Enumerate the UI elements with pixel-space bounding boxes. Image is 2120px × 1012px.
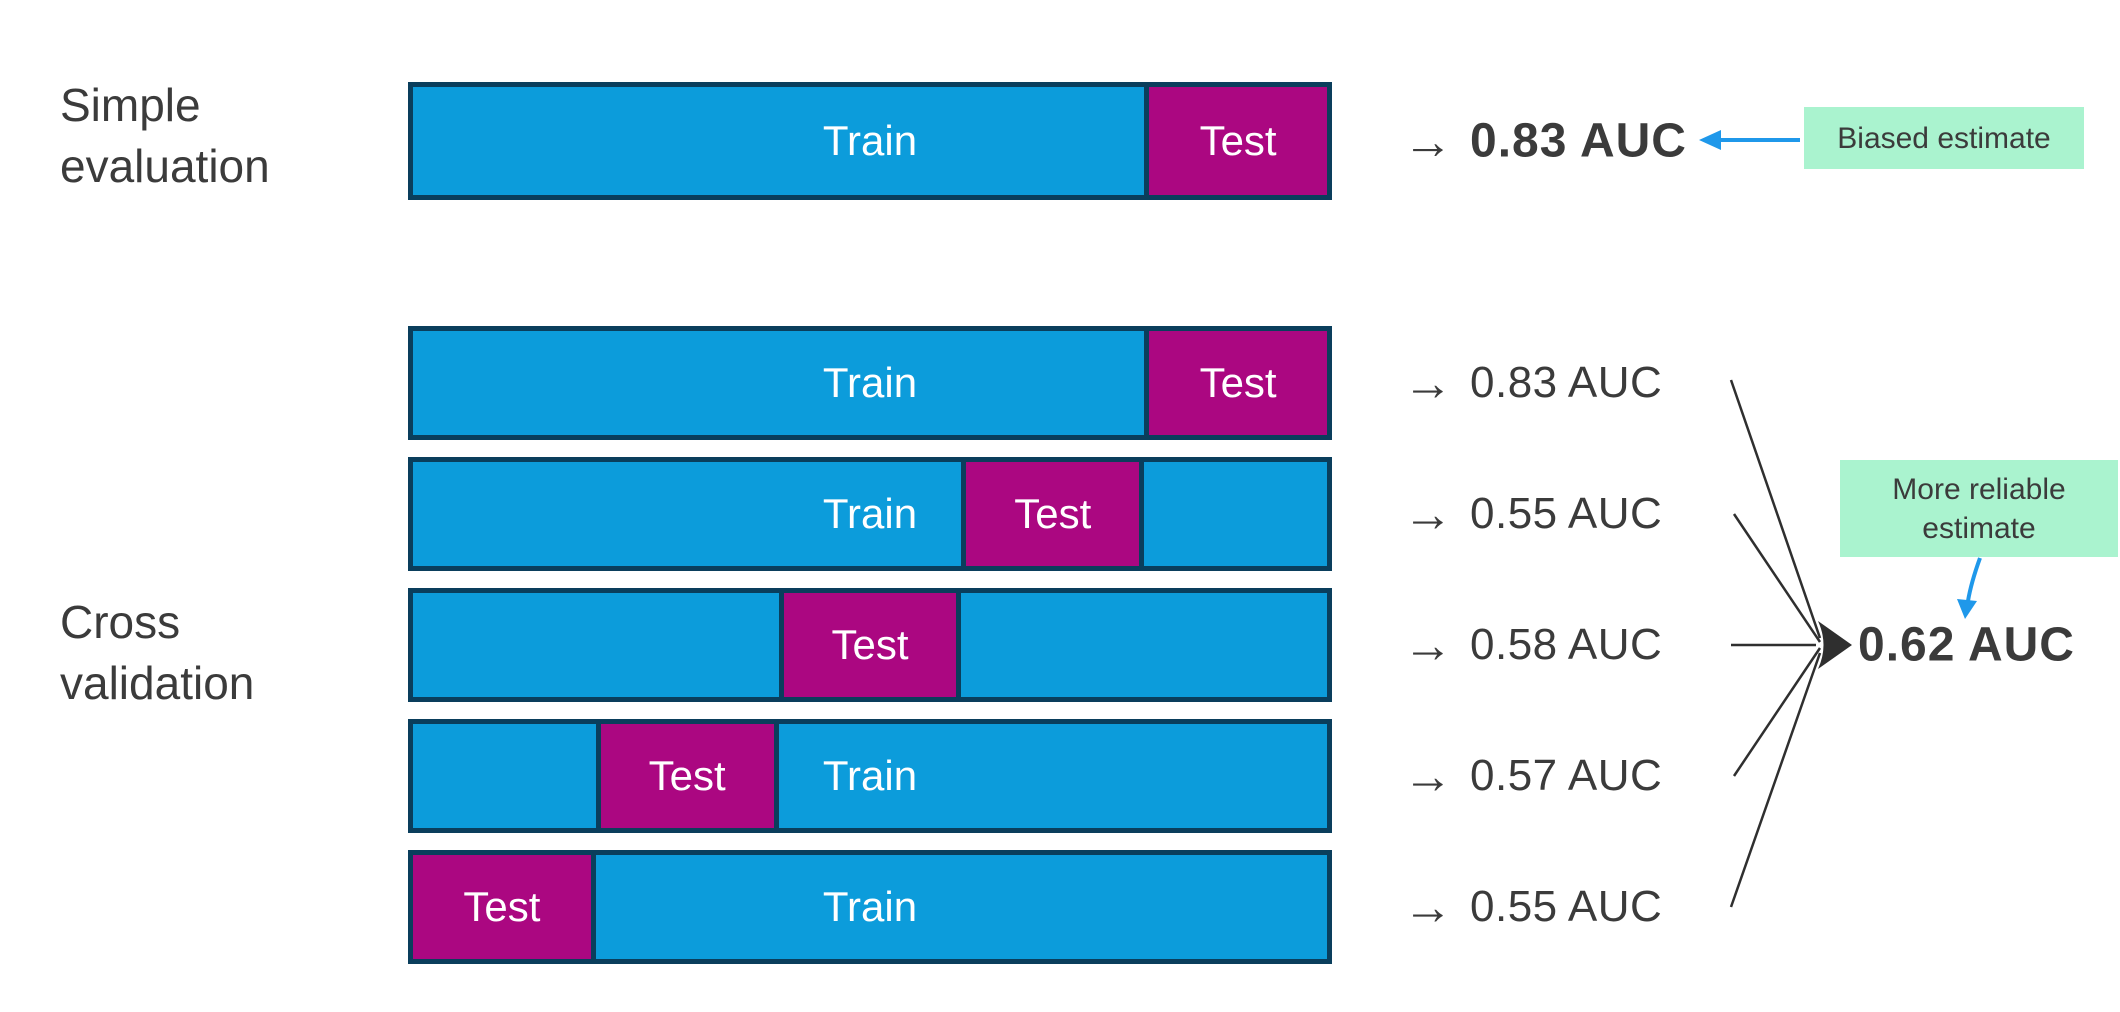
simple-evaluation-bar: Test Train — [408, 82, 1332, 200]
simple-auc-result: → 0.83 AUC — [1403, 114, 1687, 169]
cross-validation-label-line2: validation — [60, 657, 255, 709]
cv-auc-result-2: → 0.55 AUC — [1403, 489, 1662, 539]
cv-bar-3: Test — [408, 588, 1332, 702]
auc-value: 0.55 AUC — [1470, 882, 1663, 931]
test-label: Test — [1014, 490, 1092, 537]
right-arrow-icon: → — [1403, 748, 1453, 804]
right-arrow-icon: → — [1403, 355, 1453, 411]
simple-evaluation-label-line2: evaluation — [60, 140, 270, 192]
cv-bar-1: Test Train — [408, 326, 1332, 440]
reliable-estimate-text-line2: estimate — [1922, 511, 2036, 545]
train-segment — [595, 855, 1327, 959]
train-label: Train — [822, 883, 918, 930]
auc-value: 0.83 AUC — [1470, 114, 1687, 168]
cv-auc-result-5: → 0.55 AUC — [1403, 882, 1662, 932]
convergence-lines — [1729, 379, 1822, 908]
reliable-estimate-text-line1: More reliable — [1892, 472, 2066, 506]
test-segment: Test — [413, 855, 596, 959]
train-segment — [778, 724, 1327, 828]
biased-estimate-text: Biased estimate — [1837, 121, 2051, 155]
train-segment — [413, 724, 596, 828]
right-arrow-icon: → — [1403, 486, 1453, 542]
train-segment — [1144, 462, 1327, 566]
biased-arrow-icon — [1699, 130, 1800, 150]
reliable-arrow-icon — [1957, 557, 1982, 619]
cv-auc-result-3: → 0.58 AUC — [1403, 620, 1662, 670]
auc-value: 0.83 AUC — [1470, 358, 1663, 407]
test-label: Test — [1199, 359, 1277, 406]
test-label: Test — [831, 621, 909, 668]
train-segment — [413, 331, 1145, 435]
train-label: Train — [822, 752, 918, 799]
auc-value: 0.58 AUC — [1470, 620, 1663, 669]
test-segment: Test — [1144, 87, 1327, 195]
simple-evaluation-label: Simple evaluation — [60, 75, 270, 197]
train-label: Train — [822, 117, 918, 164]
auc-value: 0.57 AUC — [1470, 751, 1663, 800]
test-label: Test — [648, 752, 726, 799]
auc-value: 0.55 AUC — [1470, 489, 1663, 538]
convergence-arrowhead-icon — [1818, 621, 1852, 669]
test-segment: Test — [778, 593, 962, 697]
cv-bar-4: Test Train — [408, 719, 1332, 833]
final-auc-result: 0.62 AUC — [1858, 618, 2075, 673]
train-segment — [413, 462, 962, 566]
cross-validation-label: Cross validation — [60, 592, 254, 714]
test-segment: Test — [961, 462, 1145, 566]
train-segment — [413, 593, 779, 697]
cross-validation-label-line1: Cross — [60, 596, 181, 648]
test-label: Test — [463, 883, 541, 930]
biased-estimate-badge: Biased estimate — [1804, 107, 2084, 169]
right-arrow-icon: → — [1403, 617, 1453, 673]
train-segment — [413, 87, 1145, 195]
cv-bar-2: Test Train — [408, 457, 1332, 571]
test-label: Test — [1199, 117, 1277, 164]
right-arrow-icon: → — [1403, 113, 1453, 169]
test-segment: Test — [1144, 331, 1327, 435]
final-auc-value: 0.62 AUC — [1858, 618, 2075, 672]
train-label: Train — [822, 490, 918, 537]
reliable-estimate-badge: More reliable estimate — [1840, 460, 2118, 557]
cv-auc-result-1: → 0.83 AUC — [1403, 358, 1662, 408]
train-segment — [961, 593, 1327, 697]
test-segment: Test — [595, 724, 779, 828]
cv-bar-5: Test Train — [408, 850, 1332, 964]
right-arrow-icon: → — [1403, 879, 1453, 935]
cv-auc-result-4: → 0.57 AUC — [1403, 751, 1662, 801]
simple-evaluation-label-line1: Simple — [60, 79, 201, 131]
train-label: Train — [822, 359, 918, 406]
